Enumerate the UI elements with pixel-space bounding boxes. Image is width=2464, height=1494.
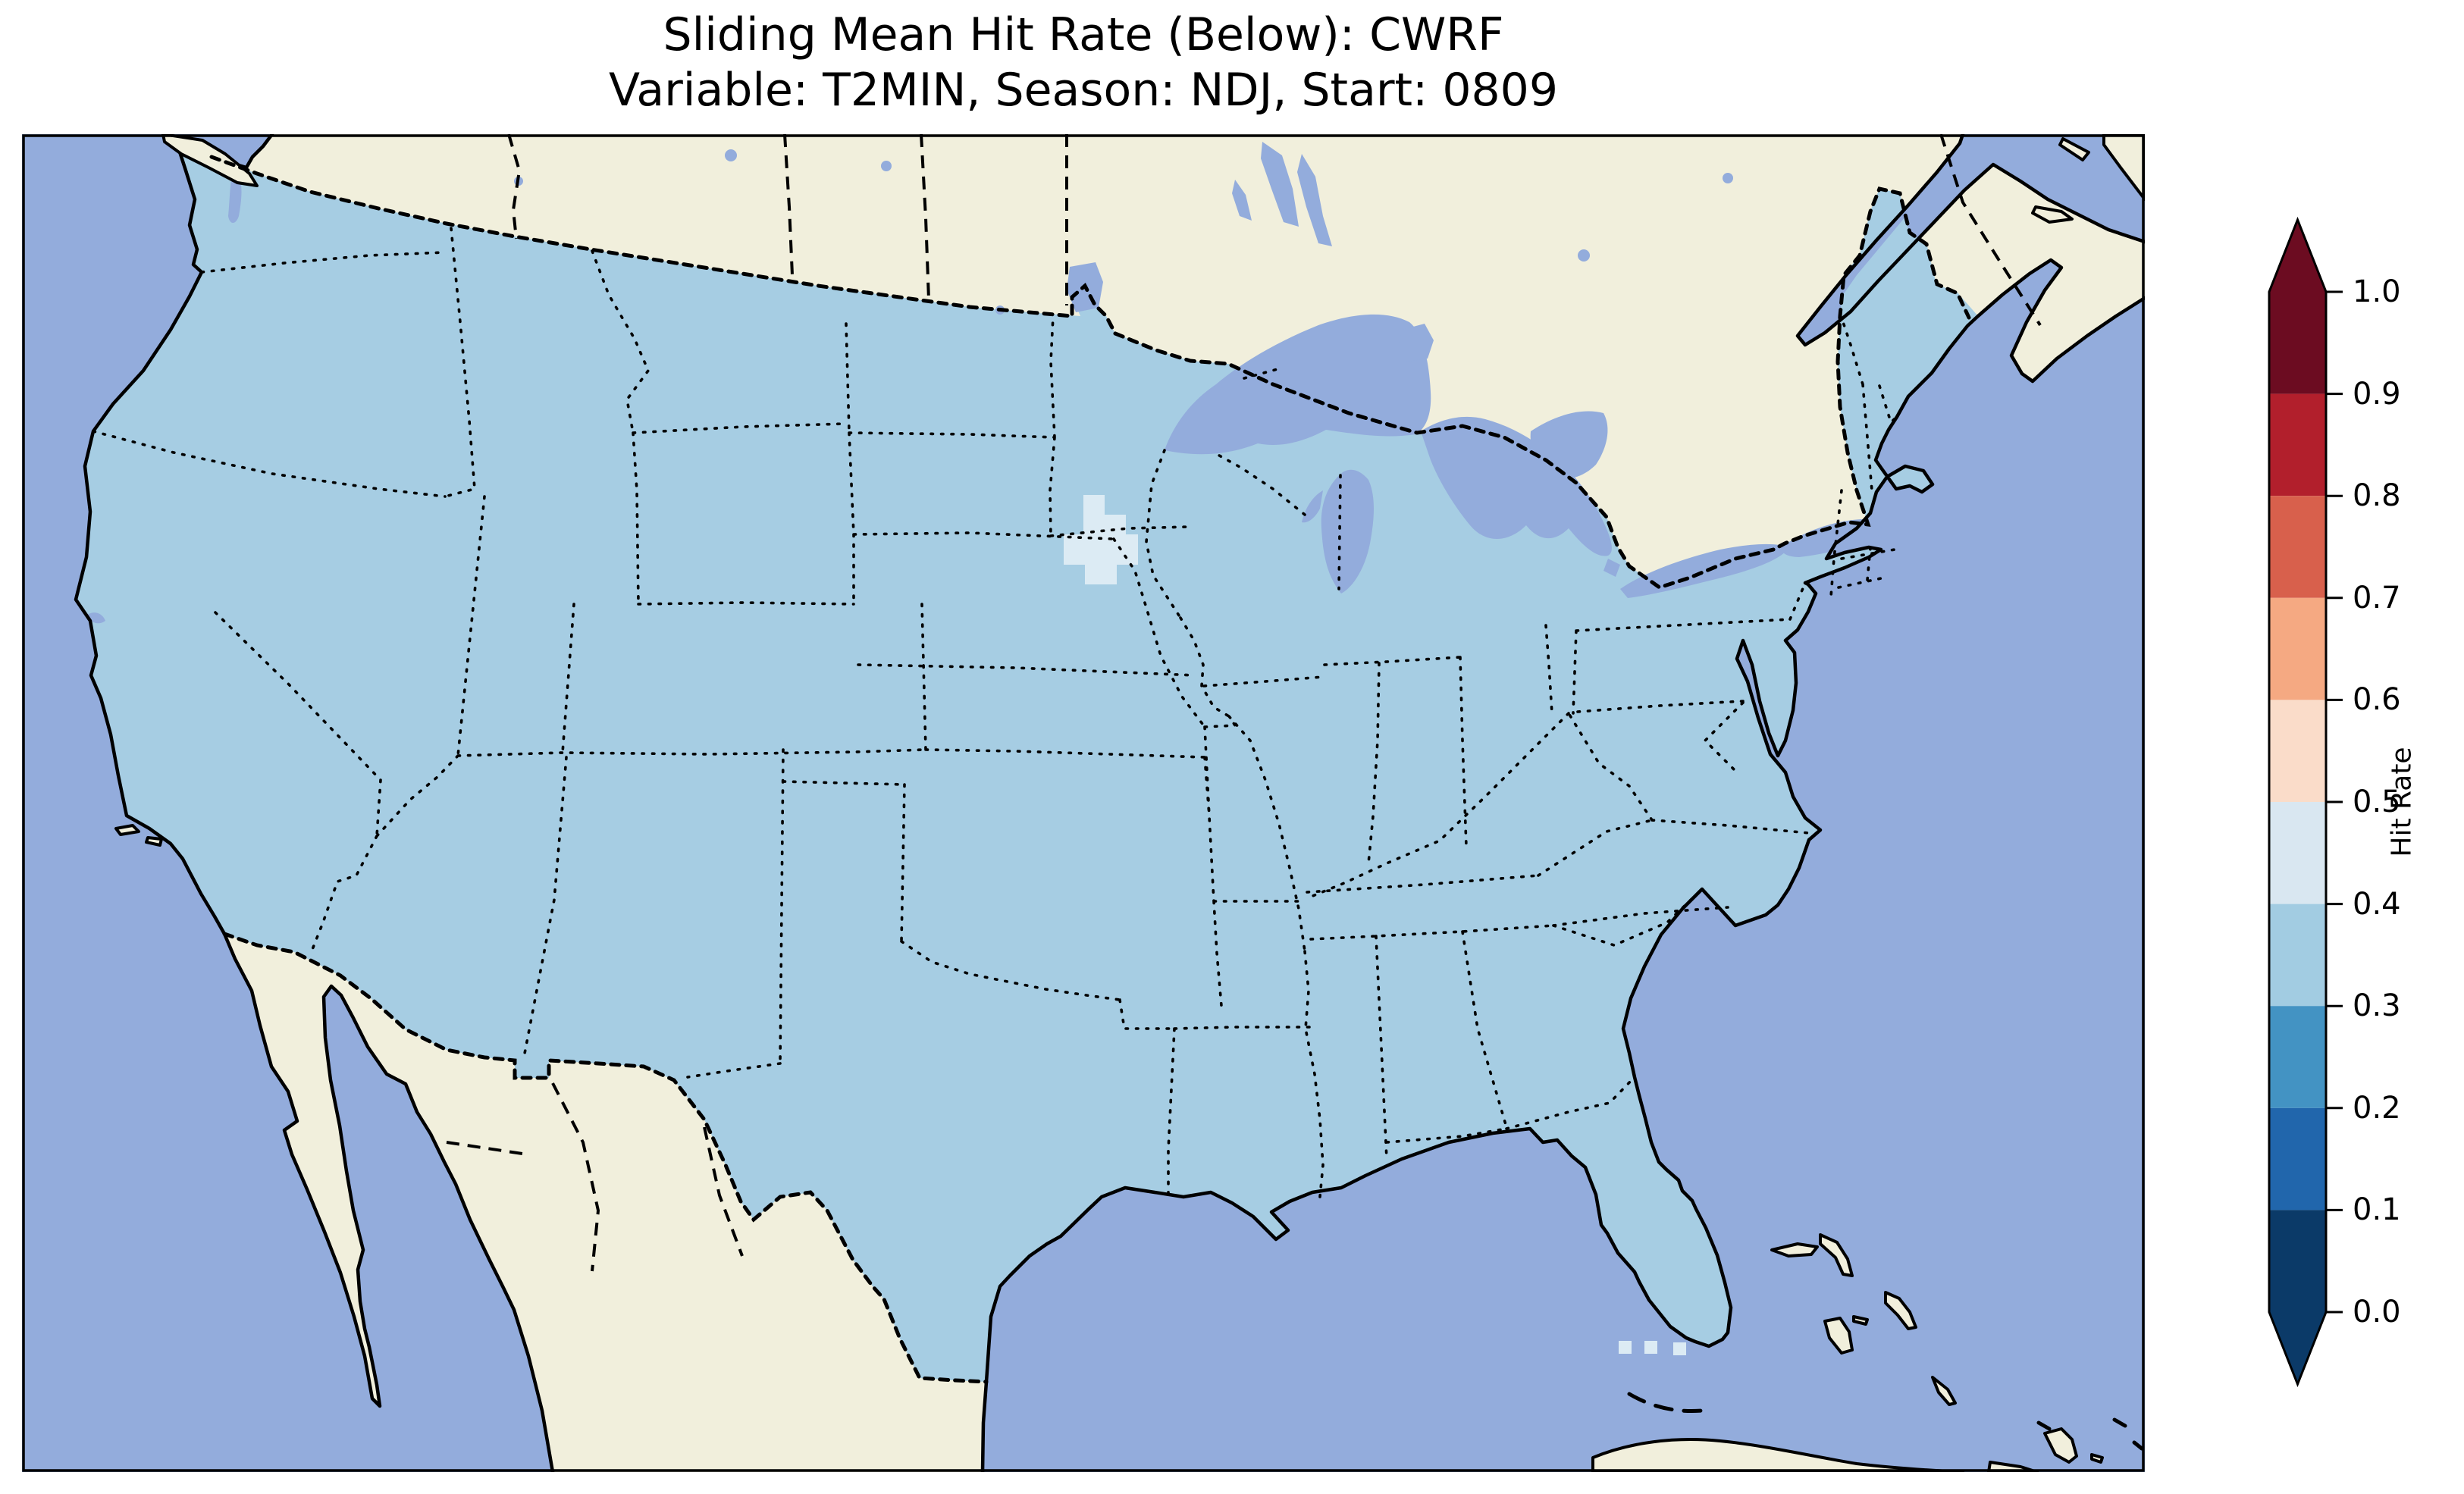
colorbar-over-arrow — [2269, 220, 2326, 292]
figure-title: Sliding Mean Hit Rate (Below): CWRF Vari… — [22, 8, 2145, 118]
bahama-cay — [1852, 1315, 1869, 1326]
small-lake — [1723, 173, 1733, 183]
cbar-tick-0.2: 0.2 — [2353, 1090, 2401, 1126]
us-canada-border — [209, 155, 1971, 590]
newfoundland-corner — [2102, 134, 2145, 201]
lake-michigan — [1321, 469, 1374, 594]
long-island-bahamas — [1931, 1376, 1957, 1406]
colorbar-under-arrow — [2269, 1312, 2326, 1384]
cbar-tick-0.9: 0.9 — [2353, 376, 2401, 412]
lake-winnipegosis — [1297, 154, 1332, 246]
lake-erie — [1620, 543, 1788, 598]
cbar-tick-0.5: 0.5 — [2353, 785, 2401, 819]
cbar-tick-0.6: 0.6 — [2353, 682, 2401, 718]
anticosti-island — [2058, 137, 2090, 161]
lake-nipigon — [1399, 324, 1434, 362]
small-lake — [1578, 249, 1590, 262]
eleuthera-island — [1884, 1291, 1917, 1330]
coastline — [74, 134, 2145, 1472]
abaco-island — [1819, 1233, 1854, 1277]
turks-island — [2043, 1427, 2078, 1464]
cbar-tick-0.7: 0.7 — [2353, 580, 2401, 615]
channel-islands — [114, 824, 163, 847]
province-borders — [446, 134, 2042, 1272]
lake-st-clair — [1603, 559, 1620, 577]
cbar-tick-0.1: 0.1 — [2353, 1192, 2401, 1228]
colorbar-ticks — [2326, 290, 2343, 1314]
colorbar — [2268, 216, 2343, 1388]
st-lawrence-river — [1798, 134, 1974, 345]
us-state-borders — [92, 227, 1898, 1198]
title-line-2: Variable: T2MIN, Season: NDJ, Start: 080… — [608, 64, 1559, 117]
small-lake — [881, 161, 892, 171]
cbar-tick-0.4: 0.4 — [2353, 886, 2401, 922]
cbar-tick-0.8: 0.8 — [2353, 478, 2401, 514]
cbar-tick-0.3: 0.3 — [2353, 988, 2401, 1024]
cbar-tick-0.0: 0.0 — [2353, 1295, 2401, 1330]
cay-sal-specks — [2036, 1417, 2144, 1451]
hit-rate-cells-florida-keys — [1619, 1341, 1686, 1355]
andros-island — [1823, 1317, 1854, 1355]
small-cay — [2090, 1453, 2104, 1464]
prince-edward-island — [2031, 205, 2074, 224]
vancouver-island — [161, 134, 259, 187]
us-mexico-border — [222, 932, 989, 1384]
grand-bahama — [1770, 1242, 1819, 1258]
lake-manitoba — [1232, 180, 1252, 221]
lake-huron — [1421, 416, 1612, 556]
green-bay — [1302, 490, 1323, 523]
florida-keys — [1627, 1392, 1704, 1413]
cbar-tick-1.0: 1.0 — [2353, 274, 2401, 309]
conus-map — [22, 134, 2145, 1472]
bay-of-fundy — [1983, 262, 2059, 347]
colorbar-bins — [2269, 292, 2326, 1312]
title-line-1: Sliding Mean Hit Rate (Below): CWRF — [663, 8, 1504, 61]
small-lake — [725, 149, 737, 161]
colorbar-axis-label: Hit Rate — [2386, 747, 2418, 857]
map-frame — [22, 134, 2145, 1472]
lake-winnipeg — [1261, 142, 1299, 227]
